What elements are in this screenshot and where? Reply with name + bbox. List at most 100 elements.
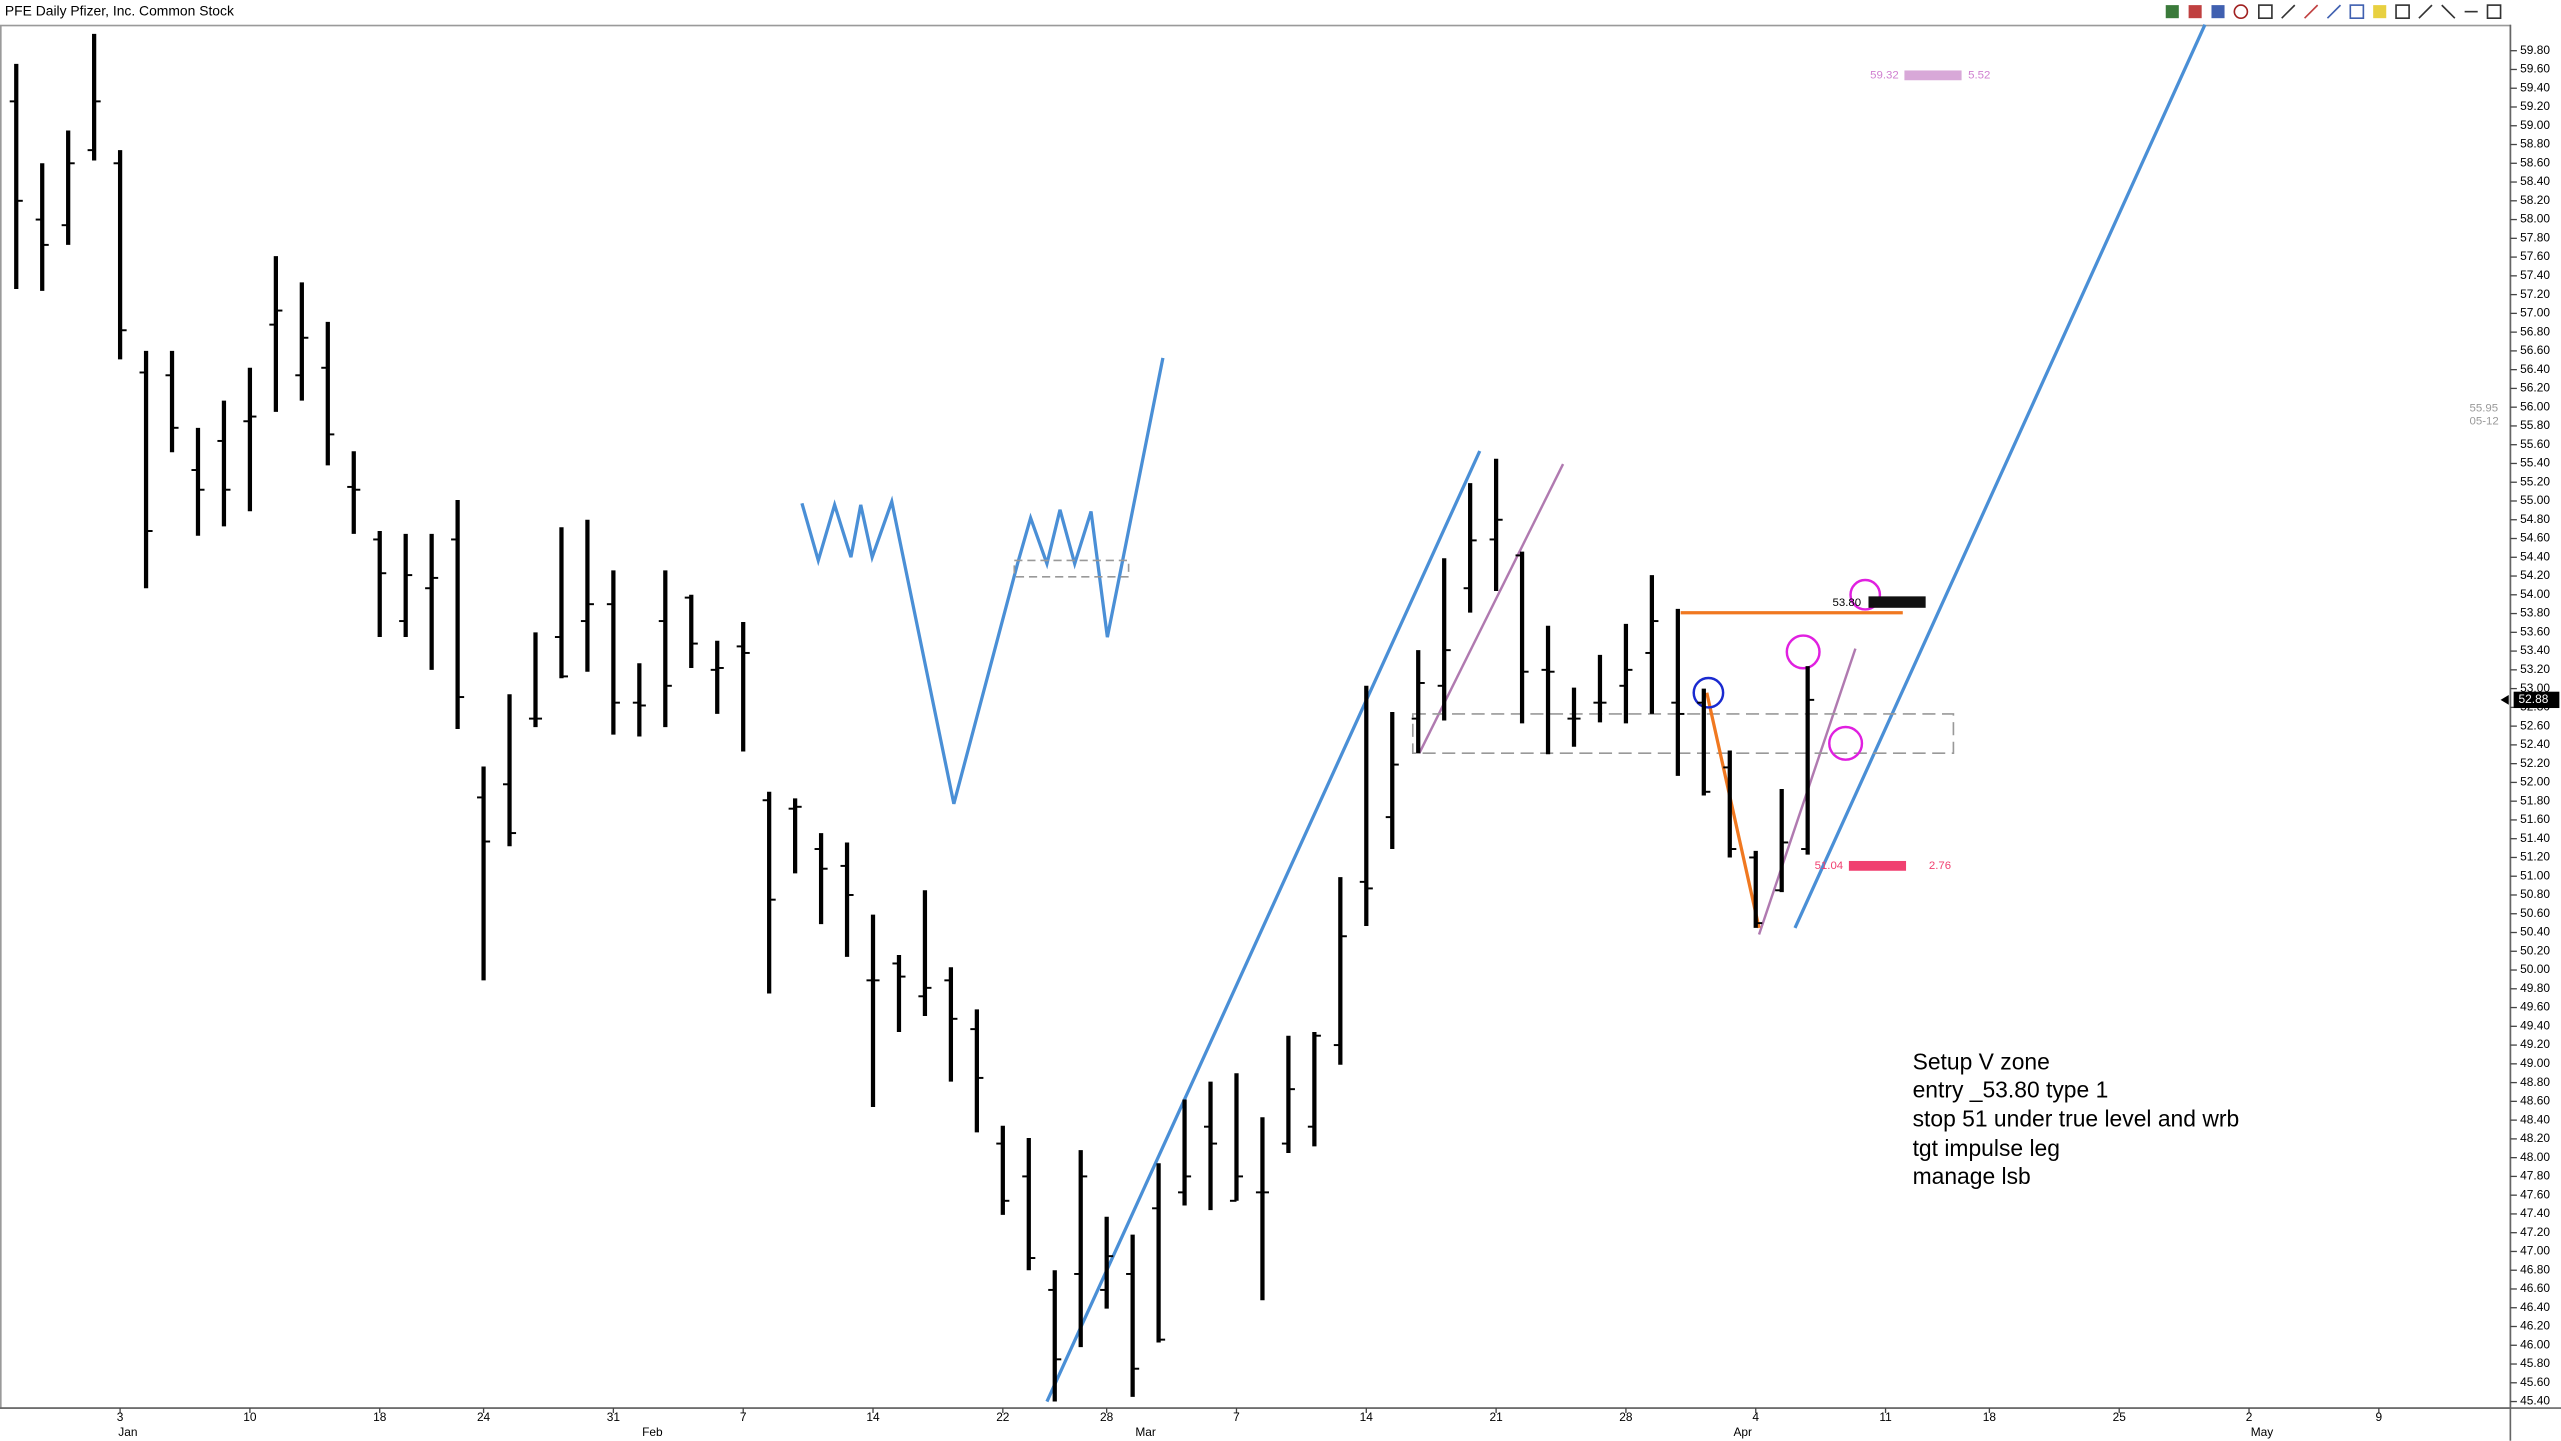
tool-icon[interactable] — [2486, 4, 2502, 20]
month-label: May — [2251, 1425, 2274, 1439]
y-tick-label: 57.60 — [2520, 249, 2550, 263]
tool-icon[interactable] — [2281, 4, 2296, 19]
y-tick-label: 53.20 — [2520, 662, 2550, 676]
y-tick-label: 58.20 — [2520, 193, 2550, 207]
side-label: 05-12 — [2470, 416, 2499, 428]
x-tick-label: 3 — [117, 1410, 124, 1424]
zone-box — [1411, 713, 1955, 754]
y-tick-label: 50.60 — [2520, 906, 2550, 920]
y-tick-label: 58.60 — [2520, 155, 2550, 169]
trend-line — [1045, 450, 1482, 1403]
y-tick-label: 46.20 — [2520, 1319, 2550, 1333]
x-tick-label: 28 — [1100, 1410, 1114, 1424]
toolbar — [2165, 4, 2502, 20]
x-tick-label: 7 — [740, 1410, 747, 1424]
y-tick-label: 54.80 — [2520, 512, 2550, 526]
trend-line — [1793, 24, 2207, 929]
marker-circle — [1785, 634, 1821, 670]
y-tick-label: 52.40 — [2520, 737, 2550, 751]
y-tick-label: 52.60 — [2520, 718, 2550, 732]
last-price-label: 52.88 — [2519, 692, 2549, 706]
entry-label: 53.80 — [1833, 597, 1862, 609]
month-label: Apr — [1733, 1425, 1752, 1439]
note-line: manage lsb — [1913, 1163, 2031, 1189]
month-label: Jan — [118, 1425, 137, 1439]
tool-icon[interactable] — [2326, 4, 2342, 19]
x-tick-label: 14 — [1360, 1410, 1374, 1424]
y-tick-label: 51.20 — [2520, 850, 2550, 864]
month-label: Feb — [642, 1425, 663, 1439]
y-tick-label: 55.20 — [2520, 474, 2550, 488]
y-tick-label: 46.80 — [2520, 1262, 2550, 1276]
y-tick-label: 58.00 — [2520, 212, 2550, 226]
y-tick-label: 54.20 — [2520, 568, 2550, 582]
chart-title: PFE Daily Pfizer, Inc. Common Stock — [5, 2, 234, 18]
y-tick-label: 56.00 — [2520, 399, 2550, 413]
y-tick-label: 51.60 — [2520, 812, 2550, 826]
side-label: 55.95 — [2470, 403, 2499, 415]
tool-icon[interactable] — [2211, 5, 2225, 19]
y-tick-label: 47.20 — [2520, 1225, 2550, 1239]
x-tick-label: 31 — [607, 1410, 621, 1424]
stop-bar — [1848, 860, 1907, 871]
y-tick-label: 57.20 — [2520, 287, 2550, 301]
x-tick-label: 18 — [373, 1410, 387, 1424]
x-tick-label: 22 — [996, 1410, 1010, 1424]
tool-icon[interactable] — [2165, 5, 2179, 19]
tool-icon[interactable] — [2188, 5, 2202, 19]
y-tick-label: 58.80 — [2520, 137, 2550, 151]
x-tick-label: 7 — [1233, 1410, 1240, 1424]
y-tick-label: 45.80 — [2520, 1356, 2550, 1370]
last-price-arrow — [2500, 694, 2509, 705]
y-tick-label: 58.40 — [2520, 174, 2550, 188]
y-tick-label: 56.80 — [2520, 324, 2550, 338]
y-tick-label: 59.20 — [2520, 99, 2550, 113]
y-tick-label: 49.00 — [2520, 1056, 2550, 1070]
y-tick-label: 56.20 — [2520, 381, 2550, 395]
y-tick-label: 48.40 — [2520, 1112, 2550, 1126]
y-tick-label: 46.60 — [2520, 1281, 2550, 1295]
x-tick-label: 18 — [1983, 1410, 1997, 1424]
tool-icon[interactable] — [2233, 4, 2249, 20]
y-tick-label: 45.40 — [2520, 1394, 2550, 1408]
y-tick-label: 50.80 — [2520, 887, 2550, 901]
y-tick-label: 54.40 — [2520, 549, 2550, 563]
y-tick-label: 59.00 — [2520, 118, 2550, 132]
y-tick-label: 57.00 — [2520, 306, 2550, 320]
y-tick-label: 59.60 — [2520, 62, 2550, 76]
y-tick-label: 56.60 — [2520, 343, 2550, 357]
tool-icon[interactable] — [2258, 4, 2273, 20]
y-tick-label: 57.40 — [2520, 268, 2550, 282]
target-label: 5.52 — [1968, 69, 1990, 81]
x-tick-label: 4 — [1752, 1410, 1759, 1424]
y-tick-label: 55.60 — [2520, 437, 2550, 451]
drawings — [800, 24, 2207, 1403]
y-tick-label: 52.20 — [2520, 756, 2550, 770]
tool-icon[interactable] — [2303, 4, 2319, 19]
tool-icon[interactable] — [2349, 4, 2365, 20]
stop-label: 2.76 — [1929, 860, 1951, 872]
y-tick-label: 47.60 — [2520, 1187, 2550, 1201]
tool-icon[interactable] — [2441, 4, 2456, 19]
y-tick-label: 47.00 — [2520, 1244, 2550, 1258]
y-tick-label: 59.80 — [2520, 43, 2550, 57]
note-line: stop 51 under true level and wrb — [1913, 1106, 2240, 1132]
y-tick-label: 48.80 — [2520, 1075, 2550, 1089]
y-tick-label: 51.00 — [2520, 868, 2550, 882]
x-tick-label: 9 — [2376, 1410, 2383, 1424]
tool-icon[interactable] — [2395, 4, 2410, 20]
y-tick-label: 54.00 — [2520, 587, 2550, 601]
y-tick-label: 47.80 — [2520, 1169, 2550, 1183]
x-tick-label: 25 — [2113, 1410, 2127, 1424]
tool-icon[interactable] — [2418, 4, 2433, 19]
y-tick-label: 48.00 — [2520, 1150, 2550, 1164]
month-label: Mar — [1135, 1425, 1156, 1439]
zone-box — [1013, 559, 1130, 578]
y-tick-label: 55.80 — [2520, 418, 2550, 432]
tool-icon[interactable] — [2373, 5, 2387, 19]
y-tick-label: 55.40 — [2520, 456, 2550, 470]
y-tick-label: 47.40 — [2520, 1206, 2550, 1220]
y-tick-label: 46.40 — [2520, 1300, 2550, 1314]
y-tick-label: 59.40 — [2520, 80, 2550, 94]
